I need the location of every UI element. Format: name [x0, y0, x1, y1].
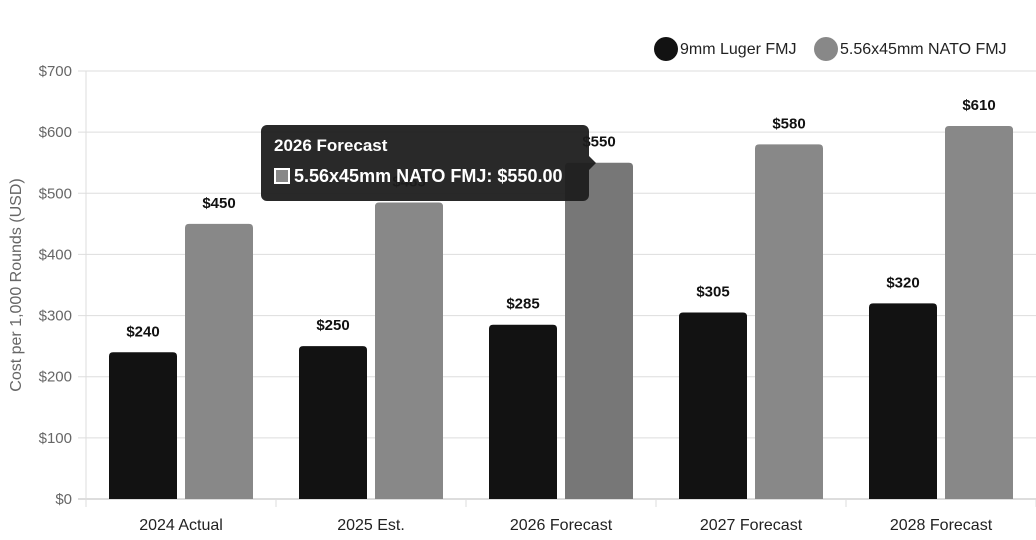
- legend: 9mm Luger FMJ 5.56x45mm NATO FMJ: [654, 37, 1007, 61]
- x-category-label: 2028 Forecast: [890, 517, 993, 534]
- legend-swatch-9mm: [654, 37, 678, 61]
- bar[interactable]: [375, 202, 443, 499]
- y-tick-label: $500: [39, 185, 72, 202]
- tooltip-title: 2026 Forecast: [274, 136, 388, 155]
- legend-swatch-556: [814, 37, 838, 61]
- y-tick-label: $600: [39, 124, 72, 141]
- bar[interactable]: [679, 312, 747, 499]
- y-tick-label: $400: [39, 246, 72, 263]
- data-label: $610: [962, 97, 995, 114]
- y-tick-label: $700: [39, 63, 72, 80]
- data-label: $580: [772, 115, 805, 132]
- bar[interactable]: [489, 324, 557, 499]
- y-tick-label: $0: [55, 491, 72, 508]
- x-axis-categories: 2024 Actual 2025 Est. 2026 Forecast 2027 Fo…: [139, 517, 993, 534]
- data-label: $250: [316, 317, 349, 334]
- data-label: $550: [582, 134, 615, 151]
- data-label: $320: [886, 274, 919, 291]
- bar[interactable]: [945, 126, 1013, 500]
- legend-item-556[interactable]: 5.56x45mm NATO FMJ: [814, 37, 1007, 61]
- bar[interactable]: [755, 144, 823, 499]
- bar[interactable]: [185, 223, 253, 499]
- legend-label-9mm: 9mm Luger FMJ: [680, 41, 796, 58]
- bars: [109, 126, 1013, 500]
- x-category-label: 2026 Forecast: [510, 517, 613, 534]
- x-category-label: 2027 Forecast: [700, 517, 803, 534]
- bar[interactable]: [869, 303, 937, 499]
- legend-item-9mm[interactable]: 9mm Luger FMJ: [654, 37, 796, 61]
- data-label: $305: [696, 284, 729, 301]
- data-label: $450: [202, 195, 235, 212]
- y-tick-label: $200: [39, 369, 72, 386]
- x-category-label: 2025 Est.: [337, 517, 405, 534]
- bar[interactable]: [299, 346, 367, 499]
- chart-tooltip: 2026 Forecast 5.56x45mm NATO FMJ: $550.0…: [261, 125, 596, 201]
- tooltip-row: 5.56x45mm NATO FMJ: $550.00: [274, 165, 576, 187]
- x-category-label: 2024 Actual: [139, 517, 223, 534]
- y-tick-label: $100: [39, 430, 72, 447]
- bar[interactable]: [109, 352, 177, 499]
- y-axis-ticks: $0 $100 $200 $300 $400 $500 $600 $700: [39, 63, 72, 508]
- bar[interactable]: [565, 162, 633, 499]
- data-labels: $240$450$250$485$285$550$305$580$320$610: [126, 97, 995, 340]
- data-label: $285: [506, 296, 539, 313]
- y-tick-label: $300: [39, 308, 72, 325]
- data-label: $240: [126, 323, 159, 340]
- legend-label-556: 5.56x45mm NATO FMJ: [840, 41, 1007, 58]
- y-axis-title: Cost per 1,000 Rounds (USD): [8, 178, 25, 391]
- tooltip-text: 5.56x45mm NATO FMJ: $550.00: [294, 166, 563, 186]
- tooltip-swatch: [274, 168, 290, 184]
